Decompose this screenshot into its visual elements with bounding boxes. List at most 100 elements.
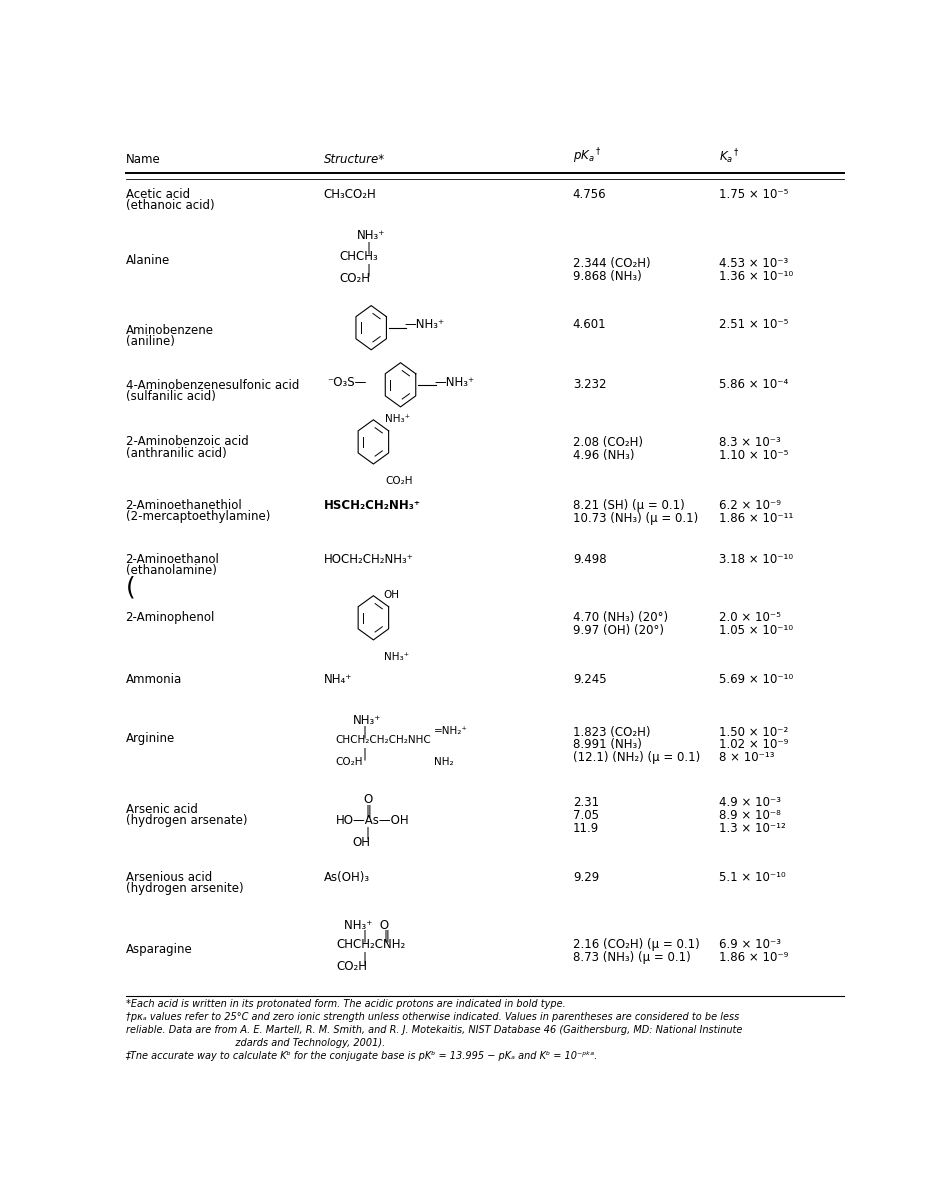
Text: 1.823 (CO₂H): 1.823 (CO₂H) [573,726,650,739]
Text: 6.9 × 10⁻³: 6.9 × 10⁻³ [719,939,781,951]
Text: 8.3 × 10⁻³: 8.3 × 10⁻³ [719,437,781,450]
Text: 11.9: 11.9 [573,822,599,835]
Text: (12.1) (NH₂) (μ = 0.1): (12.1) (NH₂) (μ = 0.1) [573,751,700,764]
Text: O: O [364,793,373,806]
Text: Arginine: Arginine [126,732,175,745]
Text: |: | [362,951,366,964]
Text: —NH₃⁺: —NH₃⁺ [434,376,474,389]
Text: CHCH₂CNH₂: CHCH₂CNH₂ [337,939,406,951]
Text: CHCH₂CH₂CH₂NHC: CHCH₂CH₂CH₂NHC [335,734,431,745]
Text: 4.70 (NH₃) (20°): 4.70 (NH₃) (20°) [573,611,668,624]
Text: NH₃⁺: NH₃⁺ [357,230,385,242]
Text: 2-Aminobenzoic acid: 2-Aminobenzoic acid [126,435,249,448]
Text: HSCH₂CH₂NH₃⁺: HSCH₂CH₂NH₃⁺ [324,499,421,512]
Text: 2-Aminophenol: 2-Aminophenol [126,611,215,624]
Text: 9.498: 9.498 [573,554,606,567]
Text: 8 × 10⁻¹³: 8 × 10⁻¹³ [719,751,775,764]
Text: 1.50 × 10⁻²: 1.50 × 10⁻² [719,726,789,739]
Text: ‡Ṫne accurate way to calculate Kᵇ for the conjugate base is pKᵇ = 13.995 − pKₐ : ‡Ṫne accurate way to calculate Kᵇ for t… [126,1050,598,1061]
Text: 8.9 × 10⁻⁸: 8.9 × 10⁻⁸ [719,810,781,823]
Text: CO₂H: CO₂H [385,476,412,486]
Text: |: | [366,263,370,276]
Text: Ammonia: Ammonia [126,673,182,687]
Text: HO—As—OH: HO—As—OH [336,814,410,826]
Text: 9.97 (OH) (20°): 9.97 (OH) (20°) [573,624,664,637]
Text: NH₃⁺: NH₃⁺ [385,414,411,425]
Text: (hydrogen arsenate): (hydrogen arsenate) [126,814,247,826]
Text: ‖: ‖ [384,930,390,942]
Text: 1.3 × 10⁻¹²: 1.3 × 10⁻¹² [719,822,786,835]
Text: (ethanoic acid): (ethanoic acid) [126,199,214,212]
Text: 4-Aminobenzenesulfonic acid: 4-Aminobenzenesulfonic acid [126,379,299,392]
Text: 2-Aminoethanol: 2-Aminoethanol [126,554,219,567]
Text: reliable. Data are from A. E. Martell, R. M. Smith, and R. J. Motekaitis, NIST D: reliable. Data are from A. E. Martell, R… [126,1025,742,1035]
Text: 1.05 × 10⁻¹⁰: 1.05 × 10⁻¹⁰ [719,624,794,637]
Text: 1.02 × 10⁻⁹: 1.02 × 10⁻⁹ [719,738,789,751]
Text: 8.991 (NH₃): 8.991 (NH₃) [573,738,641,751]
Text: 4.601: 4.601 [573,318,606,331]
Text: =NH₂⁺: =NH₂⁺ [433,726,467,736]
Text: 7.05: 7.05 [573,810,599,823]
Text: 1.75 × 10⁻⁵: 1.75 × 10⁻⁵ [719,188,789,201]
Text: 6.2 × 10⁻⁹: 6.2 × 10⁻⁹ [719,499,781,512]
Text: 4.96 (NH₃): 4.96 (NH₃) [573,450,635,463]
Text: 3.232: 3.232 [573,378,606,391]
Text: $K_a$$^\dagger$: $K_a$$^\dagger$ [719,147,741,165]
Text: 10.73 (NH₃) (μ = 0.1): 10.73 (NH₃) (μ = 0.1) [573,512,698,525]
Text: 2.0 × 10⁻⁵: 2.0 × 10⁻⁵ [719,611,781,624]
Text: |: | [362,748,366,761]
Text: (sulfanilic acid): (sulfanilic acid) [126,390,216,403]
Text: (anthranilic acid): (anthranilic acid) [126,446,226,459]
Text: Arsenious acid: Arsenious acid [126,871,212,884]
Text: Acetic acid: Acetic acid [126,188,190,201]
Text: CH₃CO₂H: CH₃CO₂H [324,188,377,201]
Text: Aminobenzene: Aminobenzene [126,324,214,337]
Text: 3.18 × 10⁻¹⁰: 3.18 × 10⁻¹⁰ [719,554,794,567]
Text: HOCH₂CH₂NH₃⁺: HOCH₂CH₂NH₃⁺ [324,554,413,567]
Text: 1.10 × 10⁻⁵: 1.10 × 10⁻⁵ [719,450,789,463]
Text: 5.1 × 10⁻¹⁰: 5.1 × 10⁻¹⁰ [719,871,786,884]
Text: 1.86 × 10⁻¹¹: 1.86 × 10⁻¹¹ [719,512,794,525]
Text: 9.868 (NH₃): 9.868 (NH₃) [573,269,641,282]
Text: 2.16 (CO₂H) (μ = 0.1): 2.16 (CO₂H) (μ = 0.1) [573,939,699,951]
Text: Arsenic acid: Arsenic acid [126,803,198,816]
Text: (: ( [126,575,135,599]
Text: OH: OH [384,590,399,600]
Text: NH₃⁺: NH₃⁺ [384,652,409,661]
Text: (2-mercaptoethylamine): (2-mercaptoethylamine) [126,509,270,523]
Text: 2.08 (CO₂H): 2.08 (CO₂H) [573,437,642,450]
Text: Structure*: Structure* [324,153,385,165]
Text: CO₂H: CO₂H [335,757,362,767]
Text: †pκₐ values refer to 25°C and zero ionic strength unless otherwise indicated. Va: †pκₐ values refer to 25°C and zero ionic… [126,1012,739,1021]
Text: Asparagine: Asparagine [126,942,192,956]
Text: 9.245: 9.245 [573,673,606,687]
Text: 2-Aminoethanethiol: 2-Aminoethanethiol [126,499,242,512]
Text: *Each acid is written in its protonated form. The acidic protons are indicated i: *Each acid is written in its protonated … [126,999,566,1009]
Text: |: | [366,242,370,254]
Text: zdards and Technology, 2001).: zdards and Technology, 2001). [126,1038,385,1048]
Text: p$K_a$$^\dagger$: p$K_a$$^\dagger$ [573,146,601,165]
Text: NH₃⁺  O: NH₃⁺ O [344,919,389,932]
Text: 9.29: 9.29 [573,871,599,884]
Text: 1.36 × 10⁻¹⁰: 1.36 × 10⁻¹⁰ [719,269,794,282]
Text: (ethanolamine): (ethanolamine) [126,565,217,578]
Text: 4.756: 4.756 [573,188,606,201]
Text: 5.69 × 10⁻¹⁰: 5.69 × 10⁻¹⁰ [719,673,794,687]
Text: As(OH)₃: As(OH)₃ [324,871,370,884]
Text: Alanine: Alanine [126,254,170,267]
Text: NH₂: NH₂ [433,757,453,767]
Text: NH₄⁺: NH₄⁺ [324,673,352,687]
Text: OH: OH [353,836,371,849]
Text: 8.21 (SH) (μ = 0.1): 8.21 (SH) (μ = 0.1) [573,499,685,512]
Text: (hydrogen arsenite): (hydrogen arsenite) [126,883,243,895]
Text: CHCH₃: CHCH₃ [340,250,378,263]
Text: —NH₃⁺: —NH₃⁺ [405,318,445,331]
Text: 1.86 × 10⁻⁹: 1.86 × 10⁻⁹ [719,951,789,964]
Text: ‖: ‖ [365,805,371,818]
Text: 8.73 (NH₃) (μ = 0.1): 8.73 (NH₃) (μ = 0.1) [573,951,691,964]
Text: 2.31: 2.31 [573,797,599,810]
Text: |: | [362,929,366,942]
Text: ⁻O₃S—: ⁻O₃S— [327,376,366,389]
Text: CO₂H: CO₂H [337,960,368,974]
Text: 5.86 × 10⁻⁴: 5.86 × 10⁻⁴ [719,378,789,391]
